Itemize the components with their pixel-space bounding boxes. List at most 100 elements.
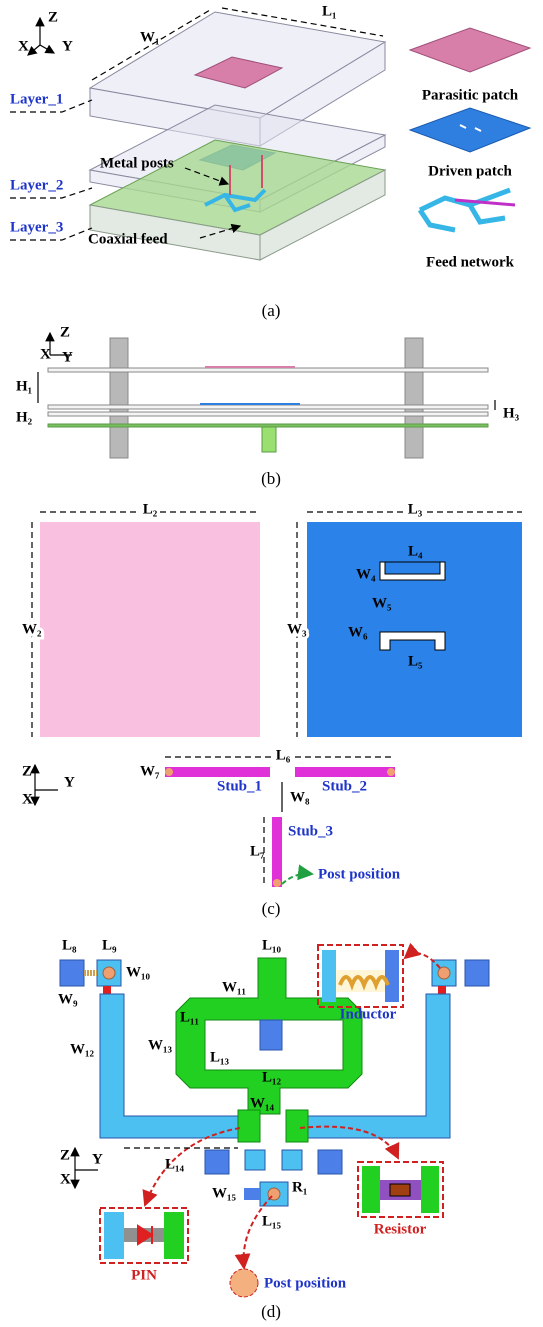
dimension-label: W₇	[140, 763, 160, 779]
dimension-label: L₅	[408, 653, 423, 669]
dimension-label: L₁₅	[262, 1213, 282, 1229]
leader	[142, 1127, 241, 1207]
axis-label: Y	[62, 349, 73, 365]
resistor-part	[244, 1188, 260, 1200]
post	[165, 768, 173, 776]
leader	[234, 1195, 273, 1270]
pad	[464, 959, 490, 987]
resistor-part	[103, 986, 111, 994]
inset	[357, 1161, 444, 1218]
callout: Metal posts	[100, 155, 174, 171]
parasitic-patch	[40, 522, 260, 737]
diode	[137, 1224, 154, 1246]
dimension-label: L₇	[250, 843, 265, 859]
axis-label: X	[60, 1171, 71, 1187]
callout: Coaxial feed	[88, 231, 168, 247]
axis-label: Z	[60, 1147, 70, 1163]
stub	[272, 817, 282, 887]
leader	[199, 223, 242, 239]
dimension-label: L₆	[276, 747, 291, 763]
layer-label: Layer_2	[10, 177, 63, 193]
post-label: Post position	[318, 866, 401, 882]
pad	[244, 1149, 266, 1171]
feed-network	[204, 188, 267, 213]
stub	[165, 767, 270, 777]
dimension-label: H₃	[503, 405, 520, 421]
dimension-label: L₃	[408, 501, 423, 517]
post	[229, 1268, 259, 1298]
leader	[10, 187, 93, 199]
panel-c: L₂ W₂ L₃ W₃ L₄ W₄ W₅ W₆ L₅ Z Y X L₆ W₇ W…	[19, 498, 522, 918]
parasitic-patch	[193, 56, 284, 89]
post	[273, 879, 281, 887]
post	[387, 768, 395, 776]
dimension-label: L₈	[62, 937, 77, 953]
dimension-label: L₁₄	[165, 1156, 185, 1172]
inset-pad	[164, 1212, 184, 1259]
layer	[47, 411, 489, 417]
pad	[281, 1149, 303, 1171]
caption: (c)	[262, 899, 281, 918]
dimension-label: H₁	[16, 378, 32, 394]
component-label: Inductor	[340, 1006, 397, 1022]
leader	[10, 227, 93, 241]
inductor-coil	[338, 975, 390, 991]
legend-label: Feed network	[426, 254, 515, 270]
stub	[295, 767, 395, 777]
pad	[317, 1149, 343, 1175]
driven-patch	[200, 403, 300, 405]
inset-pad	[385, 950, 399, 1002]
layer-label: Layer_1	[10, 91, 63, 107]
pad	[259, 1019, 283, 1051]
slot	[459, 124, 482, 132]
axis-label: X	[18, 38, 29, 54]
legend-label: Driven patch	[428, 163, 512, 179]
caption: (a)	[262, 301, 281, 320]
axis	[39, 44, 56, 54]
legend-parasitic	[408, 27, 532, 73]
dimension-label: W₅	[372, 595, 392, 611]
leader	[10, 99, 93, 113]
leader	[403, 942, 441, 969]
dimension-label: L₄	[408, 543, 423, 559]
post-label: Post position	[264, 1275, 347, 1291]
legend-label: Parasitic patch	[422, 87, 519, 103]
dimension-label: L₁₀	[262, 937, 282, 953]
inset-pad	[421, 1166, 439, 1213]
axis-label: X	[40, 346, 51, 362]
axis-label: Z	[22, 763, 32, 779]
dimension-label: L₁₂	[262, 1069, 282, 1085]
dimension-label: W₂	[22, 621, 42, 637]
legend-feed	[417, 187, 511, 233]
dimension-label: W₆	[348, 624, 368, 640]
stub-label: Stub_3	[288, 823, 333, 839]
legend-driven	[408, 107, 532, 153]
dimension-label: L₁	[322, 3, 337, 19]
axis	[27, 44, 41, 56]
dimension-label: W₁₀	[126, 964, 150, 980]
axis-label: X	[22, 791, 33, 807]
caption: (d)	[261, 1302, 281, 1321]
resistor-part	[438, 986, 446, 994]
post	[109, 337, 129, 459]
layer	[47, 404, 489, 410]
slot	[379, 561, 446, 581]
layer-3-side	[259, 169, 386, 261]
component-label: Resistor	[374, 1221, 427, 1237]
axis-label: Y	[92, 1151, 103, 1167]
dimension	[221, 7, 384, 37]
panel-b: Z X Y H₁ H₂ H₃ (b)	[16, 324, 520, 487]
component-label: PIN	[131, 1267, 157, 1283]
dimension-label: W₈	[290, 789, 310, 805]
legend-feed	[454, 198, 516, 207]
dimension-label: W₃	[287, 621, 307, 637]
dimension-label: W₁	[140, 29, 160, 45]
panel-d: Inductor PIN Resistor Post position Z X …	[58, 937, 490, 1321]
dimension-label: L₂	[143, 501, 158, 517]
post	[102, 966, 116, 980]
dimension-label: H₂	[16, 409, 33, 425]
axis-label: Z	[60, 324, 70, 340]
leader	[281, 864, 314, 885]
parasitic-patch	[205, 366, 295, 368]
